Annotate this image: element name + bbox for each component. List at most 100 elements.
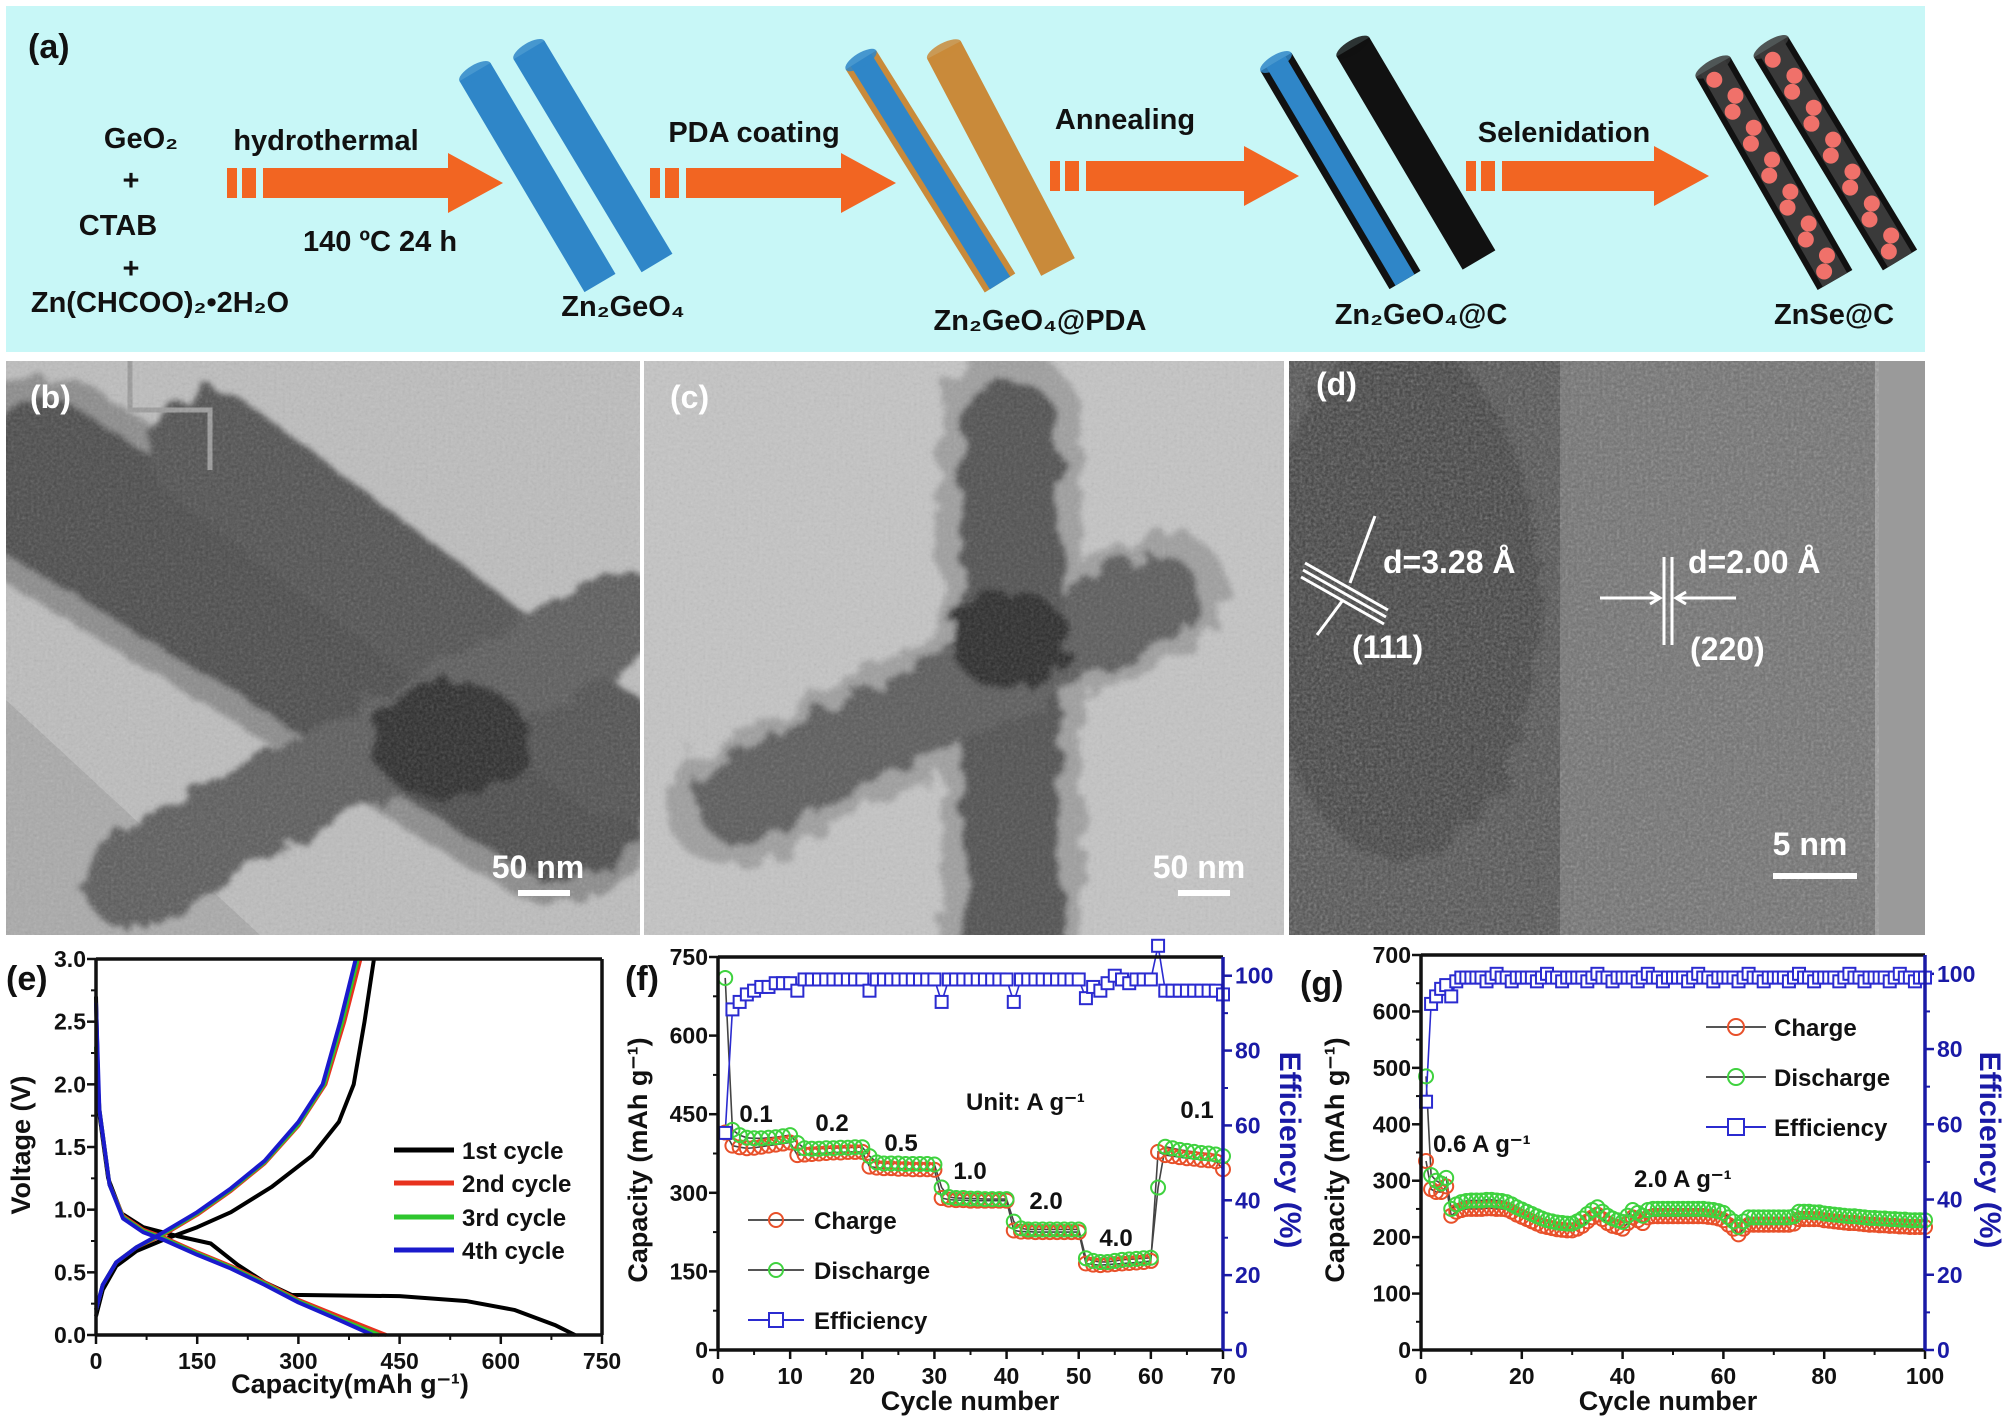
rate-label: 0.5 [884,1130,917,1157]
data-point-discharge [1150,1179,1167,1196]
data-point-discharge [1745,1209,1762,1226]
rate-annotation-0-6: 0.6 A g⁻¹ [1433,1131,1531,1158]
data-point-discharge [1478,1191,1495,1208]
rod-end [1753,35,1789,59]
y-tick-label: 750 [670,944,708,970]
znse-particle [1883,227,1900,244]
data-point-efficiency [790,983,805,998]
y2-tick-label: 100 [1937,961,1975,987]
panel-label-e: (e) [6,960,48,998]
data-point-discharge [1856,1209,1873,1226]
x-tick-label: 20 [849,1363,875,1389]
data-point-discharge [1750,1209,1767,1226]
x-tick-label: 0 [712,1363,725,1389]
zn2geo4-pda-nanorod [845,48,1016,293]
znse-particle [1742,135,1759,152]
zn2geo4-nanorod [513,38,673,273]
plot-area [94,958,576,1337]
step-selenidation-label: Selenidation [1478,117,1650,149]
scale-bar-label-c: 50 nm [1153,849,1245,885]
x-tick-label: 100 [1906,1363,1944,1389]
data-point-charge [1468,1200,1485,1217]
legend-label-4th: 4th cycle [462,1238,565,1265]
znse-particle [1782,183,1799,200]
y2-tick-label: 20 [1235,1262,1261,1288]
data-point-discharge [1866,1209,1883,1226]
data-point-discharge [1816,1205,1833,1222]
data-point-discharge [1755,1209,1772,1226]
legend-label-discharge: Discharge [814,1258,930,1285]
panel-label-g: (g) [1300,965,1343,1003]
chart-f-rate-performance: 0 10 20 30 40 50 60 700150300450600750020406080… [670,938,1273,1389]
rate-label: 0.1 [1180,1097,1213,1124]
legend-label-efficiency: Efficiency [1774,1115,1888,1142]
x-tick-label: 750 [583,1348,621,1374]
x-axis-title-e: Capacity(mAh g⁻¹) [231,1369,469,1399]
data-point-discharge [1911,1212,1928,1229]
reactant-geo2: GeO₂ [104,123,178,155]
data-point-discharge [1906,1212,1923,1229]
data-point-efficiency [927,972,942,987]
data-point-discharge [1700,1201,1717,1218]
data-point-discharge [1665,1200,1681,1217]
znse-particle [1861,211,1878,228]
znse-c-nanorod [1695,55,1853,290]
legend-label-charge: Charge [814,1208,897,1235]
data-point-discharge [1473,1192,1490,1209]
step-annealing-label: Annealing [1055,104,1195,136]
product-zn2geo4-c: Zn₂GeO₄@C [1335,299,1508,331]
data-point-discharge [1468,1192,1485,1209]
y-tick-label: 450 [670,1101,708,1127]
data-point-efficiency [718,1125,733,1140]
legend-marker-discharge [1727,1068,1745,1086]
y2-axis-title-f: Efficiency (%) [1273,1052,1306,1249]
panel-c-tem-image [644,361,1284,935]
data-point-efficiency [1078,991,1093,1006]
rod-end [513,38,545,62]
panel-b-tem-image [6,361,640,935]
data-point-discharge [1765,1209,1782,1226]
data-point-discharge [1760,1209,1777,1226]
arrow-dash [1065,161,1079,191]
data-point-discharge [926,1156,943,1173]
legend-label-2nd: 2nd cycle [462,1171,571,1198]
step-hydrothermal-condition: 140 ºC 24 h [303,226,457,258]
x-tick-label: 0 [90,1348,103,1374]
reactant-ctab: CTAB [79,210,157,242]
data-point-discharge [1483,1191,1500,1208]
znse-c-nanorod [1753,35,1918,271]
plus-sign: + [123,165,140,197]
x-tick-label: 70 [1210,1363,1236,1389]
data-point-discharge [1418,1068,1435,1085]
legend-label-charge: Charge [1774,1015,1857,1042]
znse-particle [1805,99,1822,116]
d-spacing-111: d=3.28 Å [1383,544,1516,580]
y2-tick-label: 0 [1937,1337,1950,1363]
znse-particle [1779,199,1796,216]
arrow-dash [1466,161,1476,191]
arrow-dash [242,168,256,198]
arrow-dash [665,168,679,198]
legend-e: 1st cycle 2nd cycle 3rd cycle 4th cycle [394,1138,571,1265]
x-tick-label: 60 [1138,1363,1164,1389]
y-axis-title-f: Capacity (mAh g⁻¹) [623,1037,653,1282]
y-tick-label: 100 [1373,1281,1411,1307]
y2-tick-label: 100 [1235,963,1273,989]
data-point-discharge [1876,1210,1893,1227]
d-spacing-220: d=2.00 Å [1688,544,1821,580]
rod-end [1695,55,1731,79]
rod-layer [1336,37,1496,270]
arrow-dash [227,168,237,198]
data-point-discharge [1740,1209,1757,1226]
y-tick-label: 2.0 [54,1071,86,1097]
zn2geo4-nanorod [459,61,616,293]
rate-label: 4.0 [1099,1225,1132,1252]
x-tick-label: 40 [1610,1363,1636,1389]
y-tick-label: 200 [1373,1224,1411,1250]
data-point-discharge [1821,1206,1838,1223]
x-tick-label: 30 [922,1363,948,1389]
panel-label-a: (a) [28,28,70,66]
data-point-efficiency [1006,994,1021,1009]
x-tick-label: 600 [482,1348,520,1374]
rod-layer [1266,56,1415,286]
